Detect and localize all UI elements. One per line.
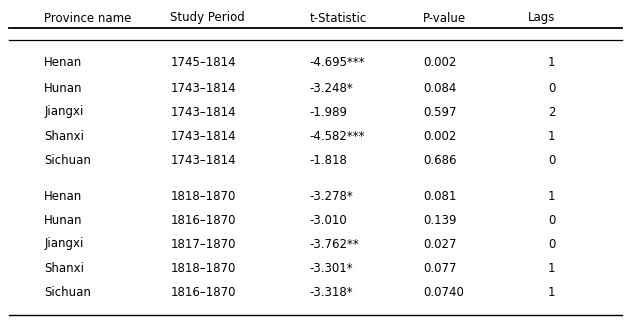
Text: Lags: Lags [528, 12, 555, 24]
Text: 0.081: 0.081 [423, 189, 456, 203]
Text: Province name: Province name [44, 12, 131, 24]
Text: -3.762**: -3.762** [309, 238, 359, 250]
Text: Hunan: Hunan [44, 82, 83, 94]
Text: Sichuan: Sichuan [44, 153, 91, 167]
Text: 1: 1 [548, 129, 555, 143]
Text: 0.139: 0.139 [423, 213, 456, 227]
Text: 1743–1814: 1743–1814 [170, 153, 236, 167]
Text: 1: 1 [548, 189, 555, 203]
Text: -1.989: -1.989 [309, 106, 347, 118]
Text: 1816–1870: 1816–1870 [170, 213, 236, 227]
Text: 0.002: 0.002 [423, 129, 456, 143]
Text: 1818–1870: 1818–1870 [170, 262, 236, 274]
Text: -1.818: -1.818 [309, 153, 347, 167]
Text: -3.301*: -3.301* [309, 262, 353, 274]
Text: -4.582***: -4.582*** [309, 129, 365, 143]
Text: 0: 0 [548, 153, 555, 167]
Text: 0.084: 0.084 [423, 82, 456, 94]
Text: 0.027: 0.027 [423, 238, 456, 250]
Text: 1: 1 [548, 56, 555, 70]
Text: 1817–1870: 1817–1870 [170, 238, 236, 250]
Text: 1818–1870: 1818–1870 [170, 189, 236, 203]
Text: 0.0740: 0.0740 [423, 285, 464, 299]
Text: 1: 1 [548, 262, 555, 274]
Text: -4.695***: -4.695*** [309, 56, 365, 70]
Text: Jiangxi: Jiangxi [44, 238, 83, 250]
Text: -3.318*: -3.318* [309, 285, 353, 299]
Text: 0.077: 0.077 [423, 262, 456, 274]
Text: Study Period: Study Period [170, 12, 245, 24]
Text: 0: 0 [548, 82, 555, 94]
Text: Shanxi: Shanxi [44, 129, 84, 143]
Text: P-value: P-value [423, 12, 466, 24]
Text: 2: 2 [548, 106, 555, 118]
Text: Hunan: Hunan [44, 213, 83, 227]
Text: -3.010: -3.010 [309, 213, 347, 227]
Text: 1745–1814: 1745–1814 [170, 56, 236, 70]
Text: 0: 0 [548, 213, 555, 227]
Text: -3.248*: -3.248* [309, 82, 353, 94]
Text: Shanxi: Shanxi [44, 262, 84, 274]
Text: 0.002: 0.002 [423, 56, 456, 70]
Text: 1816–1870: 1816–1870 [170, 285, 236, 299]
Text: 0.597: 0.597 [423, 106, 456, 118]
Text: Sichuan: Sichuan [44, 285, 91, 299]
Text: Jiangxi: Jiangxi [44, 106, 83, 118]
Text: t-Statistic: t-Statistic [309, 12, 367, 24]
Text: Henan: Henan [44, 189, 83, 203]
Text: 0: 0 [548, 238, 555, 250]
Text: 1: 1 [548, 285, 555, 299]
Text: -3.278*: -3.278* [309, 189, 353, 203]
Text: 1743–1814: 1743–1814 [170, 106, 236, 118]
Text: 1743–1814: 1743–1814 [170, 82, 236, 94]
Text: 1743–1814: 1743–1814 [170, 129, 236, 143]
Text: Henan: Henan [44, 56, 83, 70]
Text: 0.686: 0.686 [423, 153, 456, 167]
